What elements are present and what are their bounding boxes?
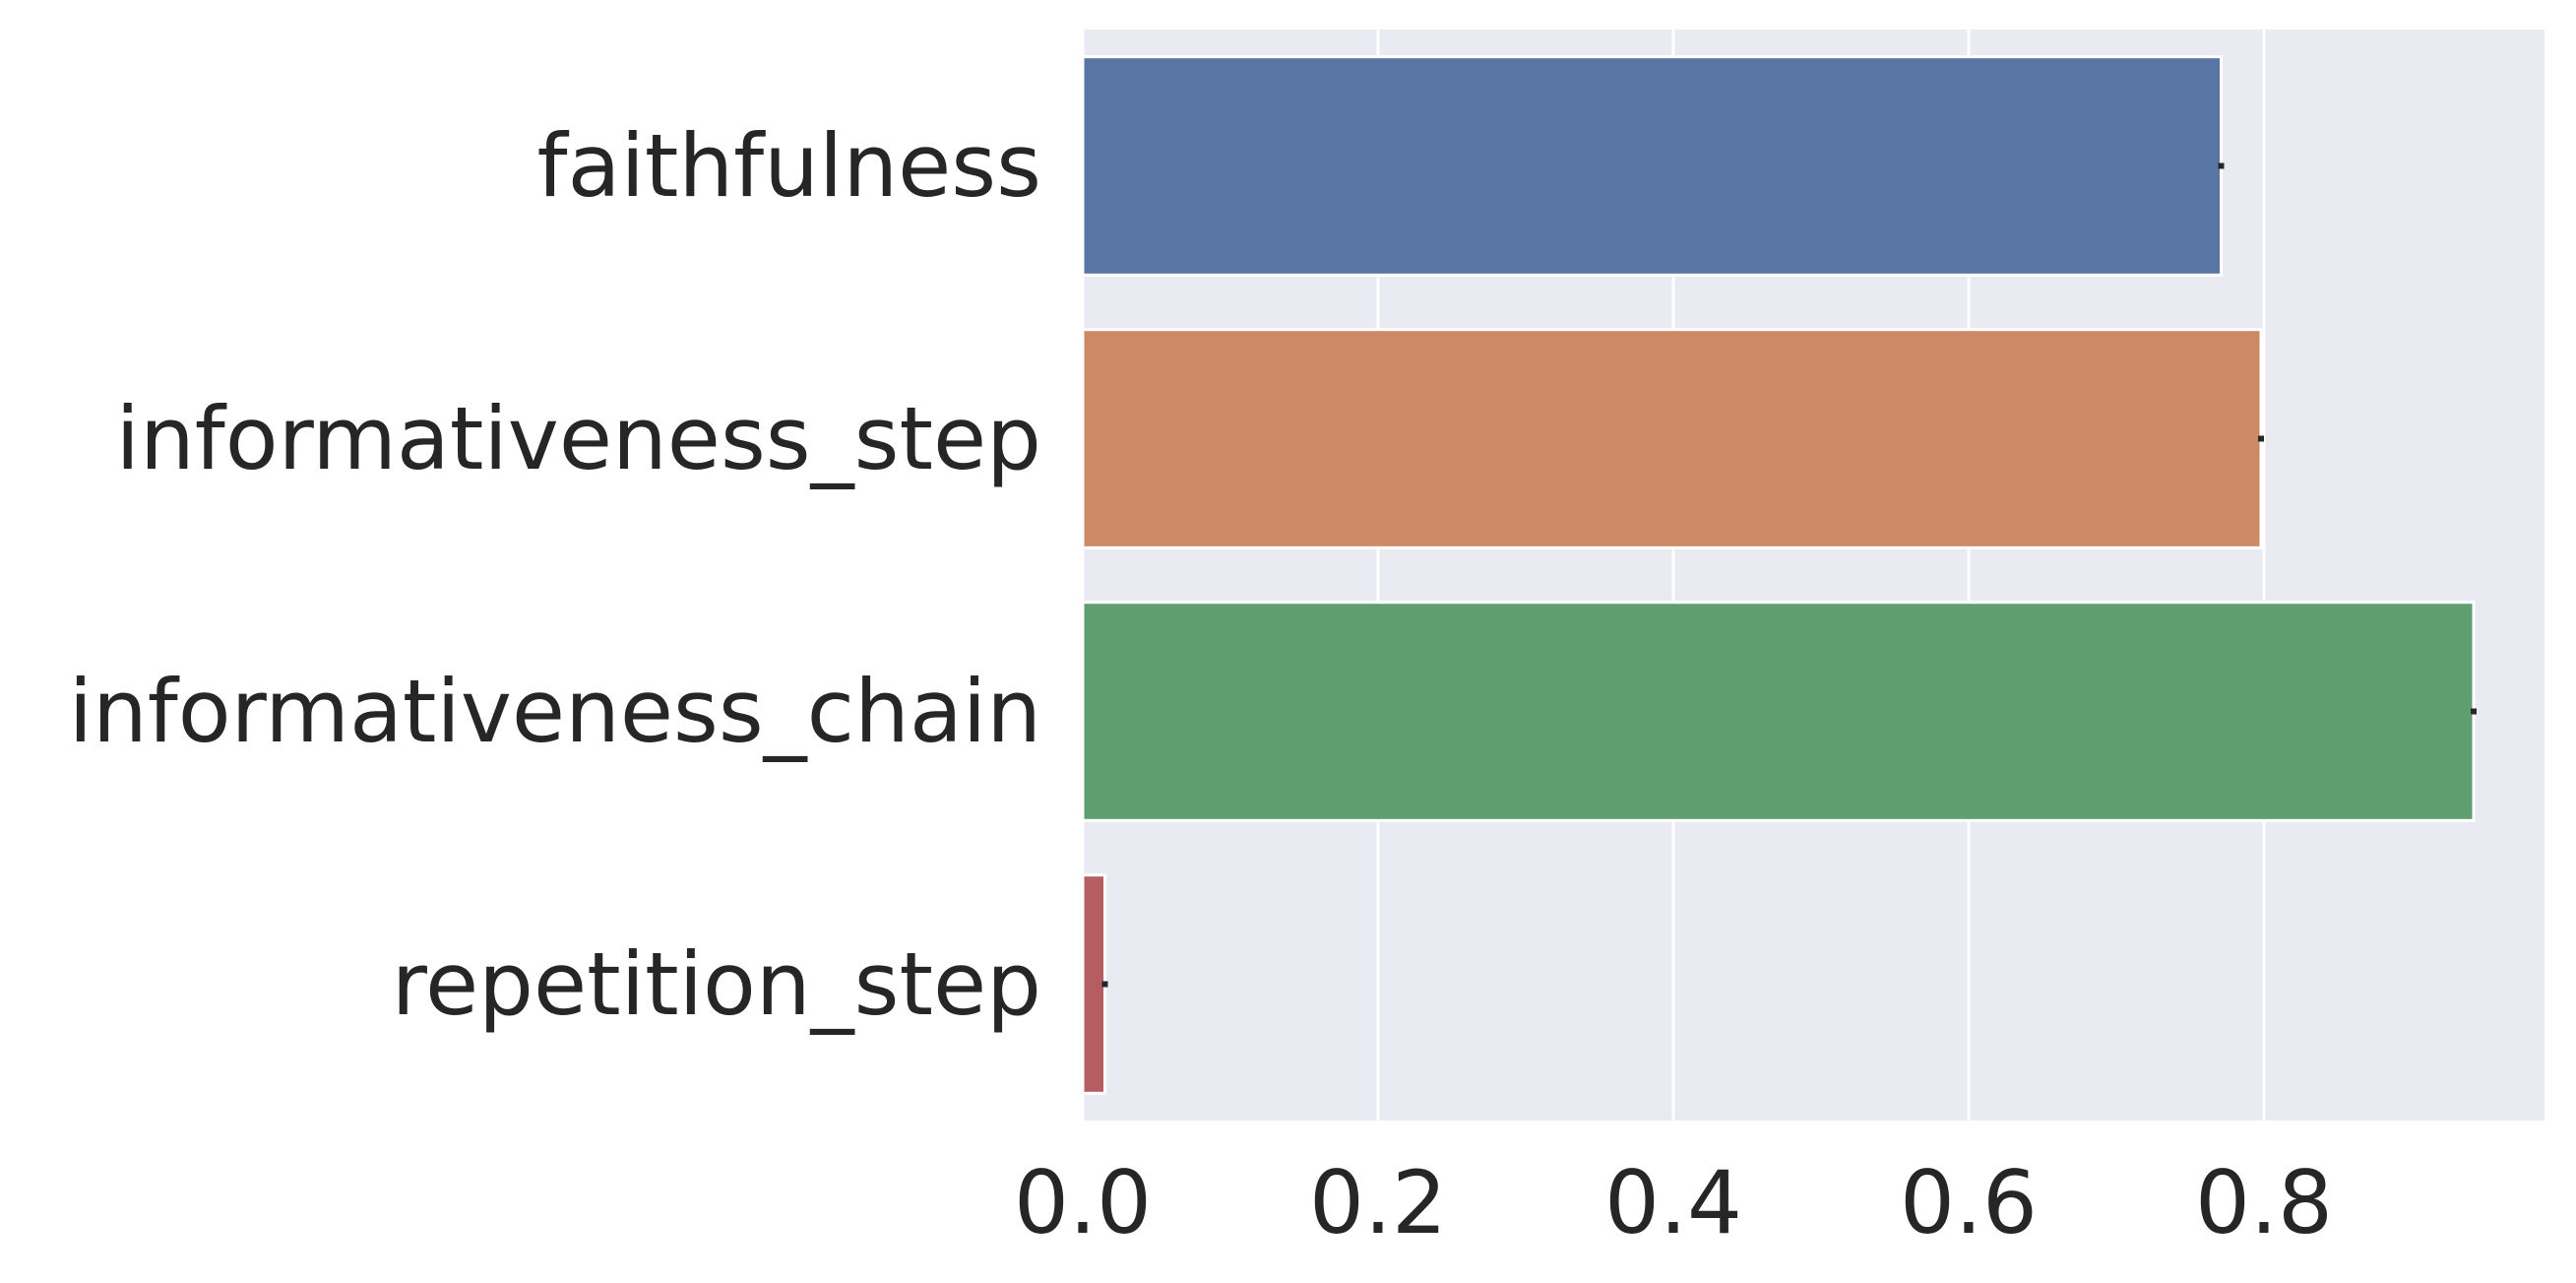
bar-informativeness_step [1081, 328, 2263, 549]
bar-faithfulness [1081, 55, 2223, 277]
y-axis-labels: faithfulness informativeness_step informat… [69, 115, 1041, 1035]
x-tick-label-1: 0.2 [1309, 1152, 1447, 1253]
bars [1081, 55, 2476, 1095]
y-tick-label-informativeness_chain: informativeness_chain [69, 661, 1041, 762]
bar-informativeness_chain [1081, 601, 2476, 822]
x-tick-label-4: 0.8 [2195, 1152, 2333, 1253]
x-tick-label-3: 0.6 [1900, 1152, 2038, 1253]
error-bars [1101, 162, 2477, 988]
y-tick-label-faithfulness: faithfulness [537, 115, 1041, 217]
y-tick-label-informativeness_step: informativeness_step [116, 388, 1041, 489]
x-axis-ticks: 0.0 0.2 0.4 0.6 0.8 [1014, 1152, 2333, 1253]
bar-repetition_step [1081, 873, 1106, 1095]
y-tick-label-repetition_step: repetition_step [392, 933, 1041, 1035]
x-tick-label-0: 0.0 [1014, 1152, 1152, 1253]
x-tick-label-2: 0.4 [1604, 1152, 1742, 1253]
